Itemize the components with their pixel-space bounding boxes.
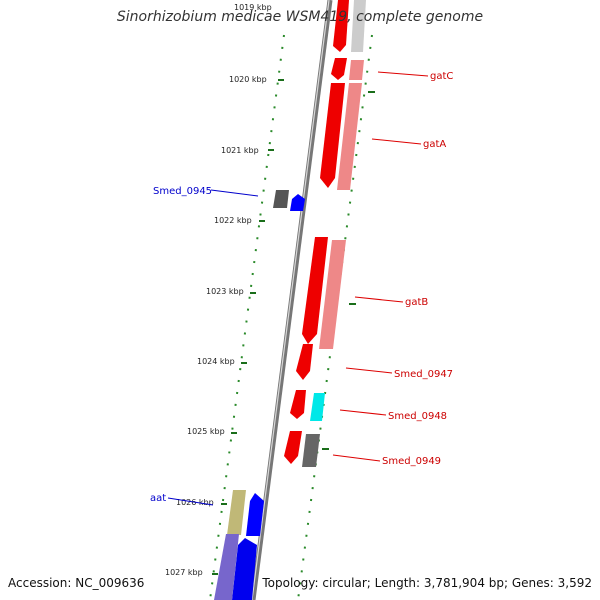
gene-label-gatC[interactable]: gatC	[430, 71, 453, 82]
gene-feature-bottom-purple[interactable]	[214, 534, 239, 600]
label-connectors	[167, 71, 429, 506]
gene-label-Smed_0945[interactable]: Smed_0945	[153, 186, 212, 197]
gene-Smed_0949-arrow[interactable]	[284, 431, 302, 464]
gene-label-gatA[interactable]: gatA	[423, 139, 446, 150]
gene-gatB-arrow[interactable]	[302, 237, 328, 344]
tick-label-1021: 1021 kbp	[221, 146, 259, 155]
gene-Smed_0948-arrow[interactable]	[290, 390, 306, 419]
genome-summary-text: Topology: circular; Length: 3,781,904 bp…	[262, 576, 592, 590]
gene-gatC-bar[interactable]	[349, 60, 364, 80]
tick-label-1025: 1025 kbp	[187, 427, 225, 436]
tick-label-1020: 1020 kbp	[229, 75, 267, 84]
gene-Smed_0945-grey[interactable]	[273, 190, 289, 208]
outer-ring-dotted-left	[209, 34, 285, 600]
genome-backbone	[250, 0, 333, 600]
tick-label-1019: 1019 kbp	[234, 3, 272, 12]
gene-feature-top-red[interactable]	[333, 0, 349, 52]
map-title: Sinorhizobium medicae WSM419, complete g…	[116, 9, 484, 25]
gene-label-Smed_0948[interactable]: Smed_0948	[388, 411, 447, 422]
scale-ticks	[212, 79, 284, 575]
tick-label-1027: 1027 kbp	[165, 568, 203, 577]
tick-label-1023: 1023 kbp	[206, 287, 244, 296]
gene-Smed_0948-bar[interactable]	[310, 393, 325, 421]
gene-aat-arrow[interactable]	[246, 493, 264, 536]
gene-features	[214, 0, 366, 600]
tick-label-1024: 1024 kbp	[197, 357, 235, 366]
gene-label-gatB[interactable]: gatB	[405, 297, 428, 308]
gene-gatA-bar[interactable]	[337, 83, 362, 190]
gene-label-Smed_0947[interactable]: Smed_0947	[394, 369, 453, 380]
gene-feature-top-grey[interactable]	[351, 0, 366, 52]
gene-label-Smed_0949[interactable]: Smed_0949	[382, 456, 441, 467]
gene-feature-bottom-blue[interactable]	[232, 538, 257, 600]
gene-label-aat[interactable]: aat	[150, 493, 166, 504]
gene-Smed_0949-bar[interactable]	[302, 434, 320, 467]
tick-label-1022: 1022 kbp	[214, 216, 252, 225]
gene-Smed_0947-arrow[interactable]	[296, 344, 313, 380]
accession-text: Accession: NC_009636	[8, 576, 145, 590]
gene-Smed_0945-arrow[interactable]	[290, 194, 305, 211]
right-track-ticks	[322, 91, 375, 450]
gene-gatC-arrow[interactable]	[331, 58, 347, 80]
gene-gatB-bar[interactable]	[319, 240, 346, 349]
gene-gatA-arrow[interactable]	[320, 83, 345, 188]
gene-aat-bar[interactable]	[227, 490, 246, 535]
